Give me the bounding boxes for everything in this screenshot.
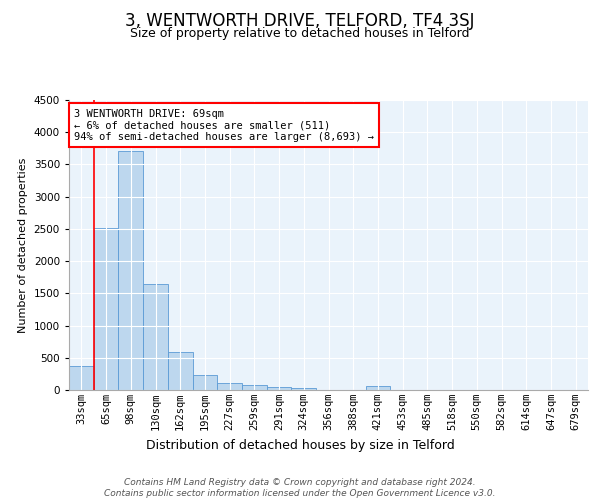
Text: Size of property relative to detached houses in Telford: Size of property relative to detached ho… — [130, 28, 470, 40]
Text: Distribution of detached houses by size in Telford: Distribution of detached houses by size … — [146, 440, 454, 452]
Bar — [168, 352, 193, 390]
Text: Contains HM Land Registry data © Crown copyright and database right 2024.
Contai: Contains HM Land Registry data © Crown c… — [104, 478, 496, 498]
Bar — [118, 151, 143, 390]
Text: 3 WENTWORTH DRIVE: 69sqm
← 6% of detached houses are smaller (511)
94% of semi-d: 3 WENTWORTH DRIVE: 69sqm ← 6% of detache… — [74, 108, 374, 142]
Bar — [365, 386, 390, 390]
Y-axis label: Number of detached properties: Number of detached properties — [18, 158, 28, 332]
Bar — [267, 387, 292, 390]
Bar — [94, 228, 118, 390]
Bar — [193, 375, 217, 390]
Bar — [69, 366, 94, 390]
Bar — [292, 388, 316, 390]
Text: 3, WENTWORTH DRIVE, TELFORD, TF4 3SJ: 3, WENTWORTH DRIVE, TELFORD, TF4 3SJ — [125, 12, 475, 30]
Bar — [242, 386, 267, 390]
Bar — [143, 284, 168, 390]
Bar — [217, 383, 242, 390]
